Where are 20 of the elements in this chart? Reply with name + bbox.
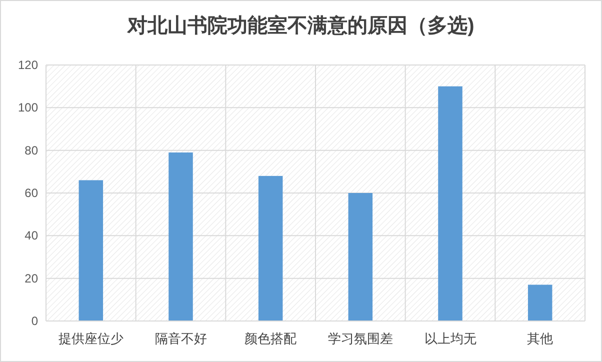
y-tick-label: 120 [18,58,38,72]
y-tick-label: 80 [24,143,38,158]
x-tick-label: 其他 [527,331,554,346]
chart-title: 对北山书院功能室不满意的原因（多选) [126,14,474,37]
bar [168,152,193,321]
bar [348,193,373,321]
bar [438,86,462,321]
y-tick-label: 100 [18,100,38,115]
y-tick-label: 40 [24,228,38,243]
bar [528,284,552,321]
bar [258,176,283,321]
y-tick-label: 20 [24,271,38,286]
y-tick-label: 60 [24,186,38,200]
x-tick-label: 以上均无 [424,331,476,346]
x-tick-label: 颜色搭配 [244,331,297,346]
bar [78,180,104,321]
y-tick-label: 0 [31,314,38,328]
x-tick-label: 隔音不好 [154,331,207,346]
x-tick-label: 提供座位少 [58,331,124,346]
x-tick-label: 学习氛围差 [328,331,393,346]
